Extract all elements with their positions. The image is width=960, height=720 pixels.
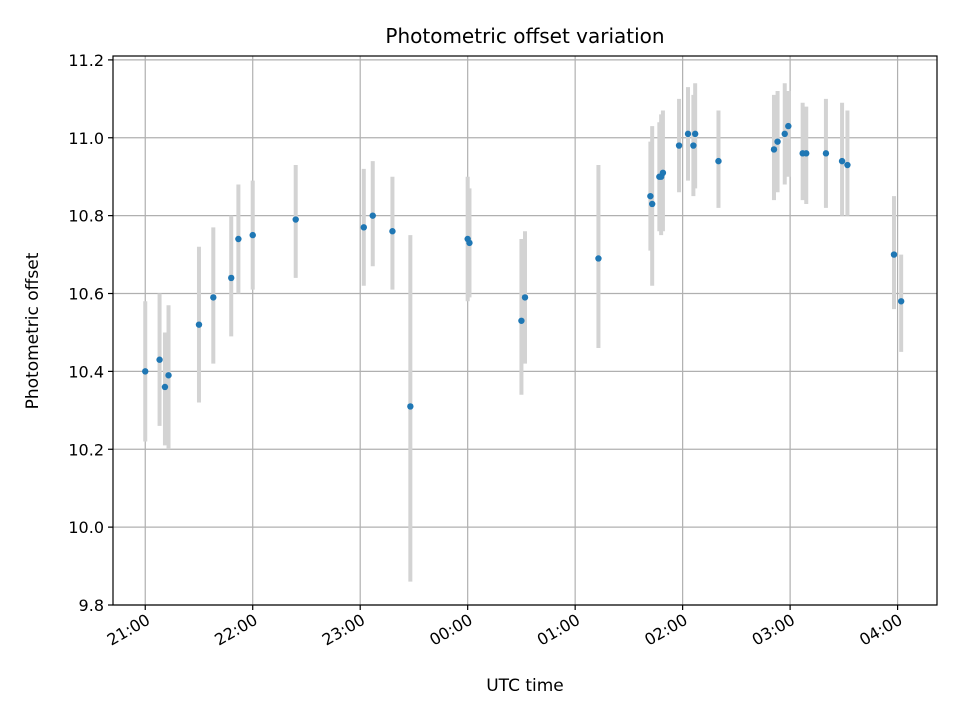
y-tick-label: 10.6 [68,285,104,304]
data-point [690,142,697,149]
data-point [774,138,781,145]
data-point [407,403,414,410]
y-tick-label: 10.8 [68,207,104,226]
data-point [770,146,778,153]
data-point [838,157,846,165]
data-point [292,216,299,223]
data-point [142,368,149,375]
data-point [156,356,163,363]
data-point [195,321,203,328]
data-point [521,294,529,301]
data-point [897,298,905,305]
y-tick-label: 10.2 [68,440,104,459]
data-point [822,150,830,157]
data-point [675,142,683,149]
y-axis: 9.8 10.0 10.2 10.4 10.6 10.8 11.0 11.2 [68,51,113,615]
y-axis-title: Photometric offset [23,252,43,409]
data-point [715,157,722,165]
data-point [781,130,788,138]
x-axis-title: UTC time [486,676,564,696]
data-point [518,317,525,324]
data-point [844,161,851,169]
data-point [389,228,396,235]
data-point [210,294,217,301]
data-point [785,122,792,130]
data-point [235,235,242,243]
data-point [648,200,656,208]
y-tick-label: 10.0 [68,518,104,537]
data-point [466,239,473,247]
data-point [595,255,602,262]
y-tick-label: 11.2 [68,51,104,70]
data-point [659,169,667,177]
data-point [647,192,654,200]
data-point [165,372,172,379]
data-point [360,224,367,231]
data-point [369,212,376,219]
y-tick-label: 10.4 [68,362,104,381]
y-tick-label: 9.8 [79,596,104,615]
y-tick-label: 11.0 [68,129,104,148]
data-point [161,383,169,391]
plot-area-frame [112,55,938,606]
data-point [684,130,692,138]
data-point [890,251,898,258]
chart-title: Photometric offset variation [385,24,664,48]
data-point [249,231,256,239]
data-points [142,122,905,410]
data-point [228,274,235,282]
data-point [691,130,699,138]
data-point [803,150,810,157]
